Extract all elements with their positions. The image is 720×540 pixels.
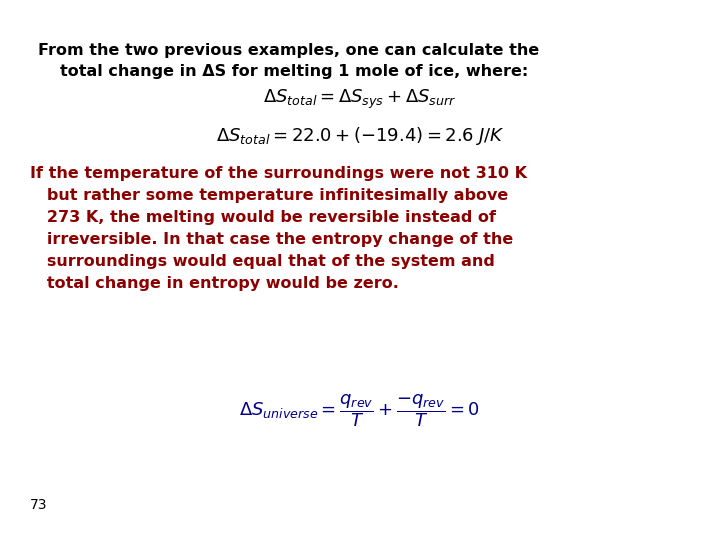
Text: $\Delta S_{total} = 22.0 + (-19.4) =  2.6\;J/K$: $\Delta S_{total} = 22.0 + (-19.4) = 2.6… xyxy=(216,125,504,147)
Text: but rather some temperature infinitesimally above: but rather some temperature infinitesima… xyxy=(30,188,508,203)
Text: $\Delta S_{universe} = \dfrac{q_{rev}}{T} + \dfrac{-q_{rev}}{T} = 0$: $\Delta S_{universe} = \dfrac{q_{rev}}{T… xyxy=(240,392,480,429)
Text: irreversible. In that case the entropy change of the: irreversible. In that case the entropy c… xyxy=(30,232,513,247)
Text: 73: 73 xyxy=(30,498,48,512)
Text: surroundings would equal that of the system and: surroundings would equal that of the sys… xyxy=(30,254,495,269)
Text: 273 K, the melting would be reversible instead of: 273 K, the melting would be reversible i… xyxy=(30,210,496,225)
Text: From the two previous examples, one can calculate the: From the two previous examples, one can … xyxy=(38,43,539,58)
Text: If the temperature of the surroundings were not 310 K: If the temperature of the surroundings w… xyxy=(30,166,527,181)
Text: total change in entropy would be zero.: total change in entropy would be zero. xyxy=(30,276,399,291)
Text: total change in ΔS for melting 1 mole of ice, where:: total change in ΔS for melting 1 mole of… xyxy=(60,64,528,79)
Text: $\Delta S_{total} = \Delta S_{sys} + \Delta S_{surr}$: $\Delta S_{total} = \Delta S_{sys} + \De… xyxy=(264,88,456,111)
